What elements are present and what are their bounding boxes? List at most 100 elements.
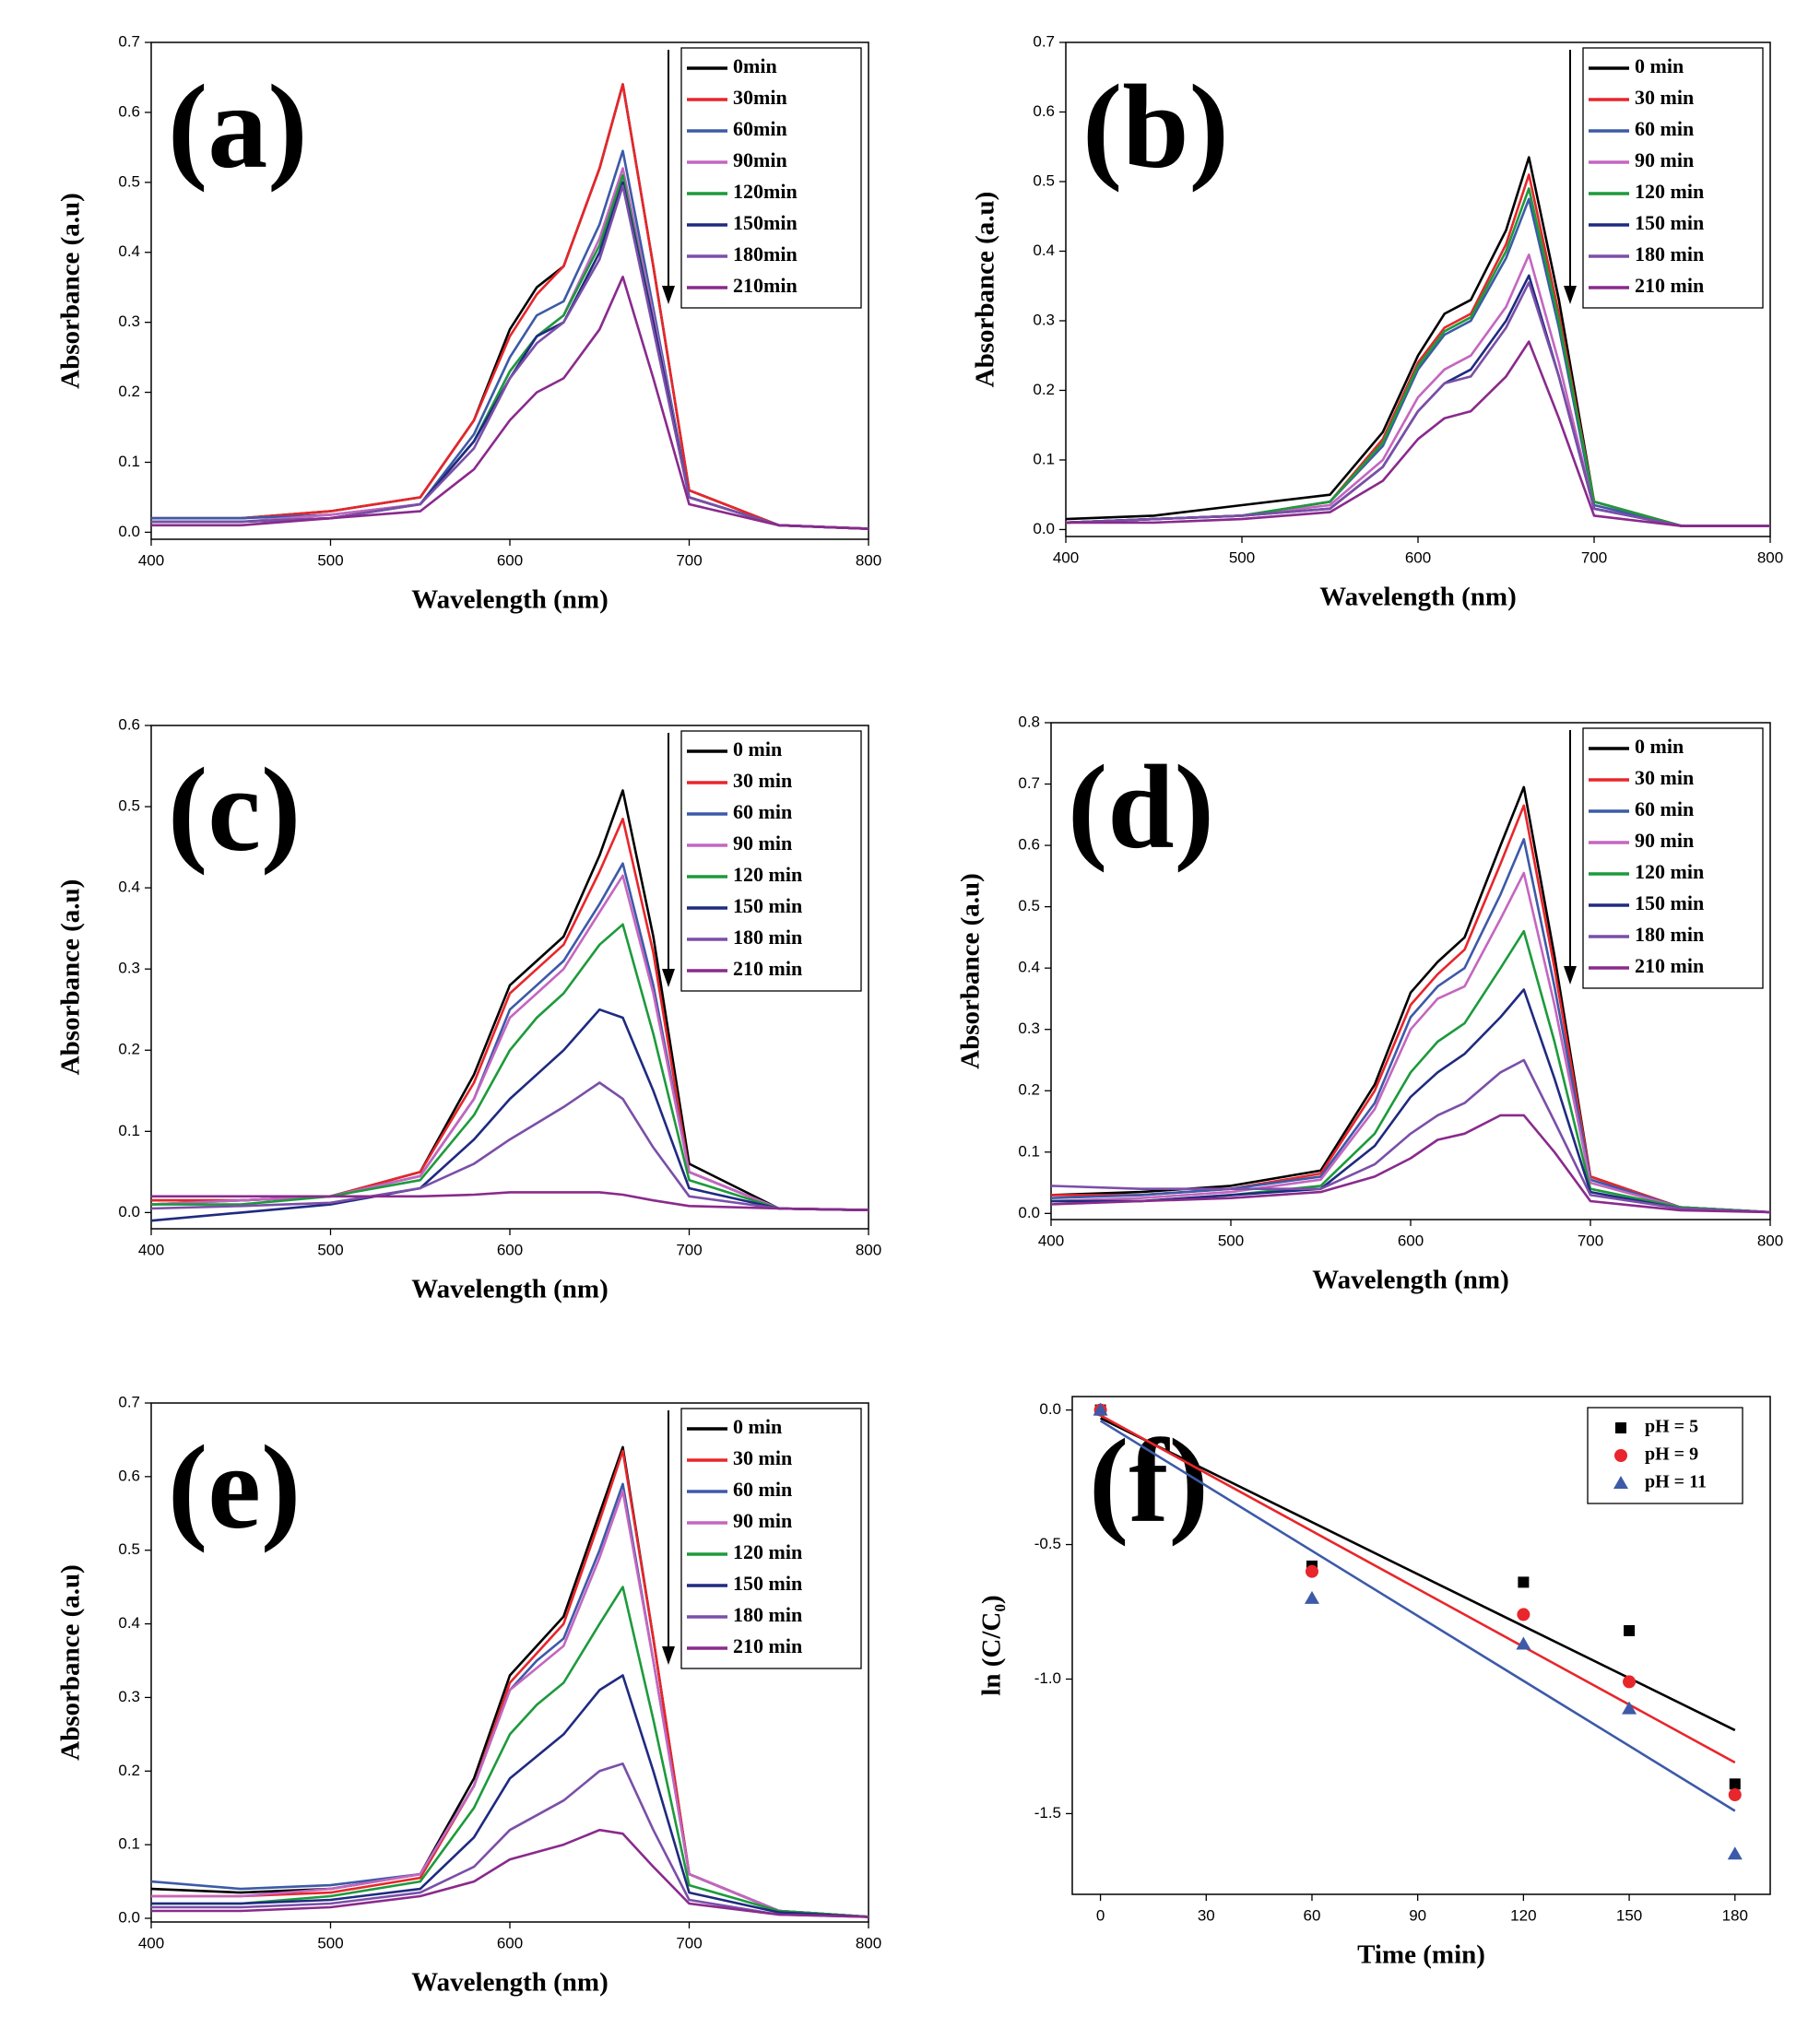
point bbox=[1613, 1476, 1628, 1489]
x-tick-label: 800 bbox=[856, 551, 881, 569]
y-tick-label: 0.6 bbox=[118, 102, 140, 120]
legend-box bbox=[1587, 1407, 1743, 1504]
legend-label: 0 min bbox=[733, 1415, 782, 1438]
y-tick-label: 0.7 bbox=[1018, 774, 1040, 792]
legend-label: 0 min bbox=[1635, 735, 1684, 758]
y-axis-title: ln (C/C₀) bbox=[977, 1595, 1007, 1695]
point bbox=[1517, 1608, 1530, 1621]
y-tick-label: 0.0 bbox=[1018, 1204, 1040, 1221]
spectrum-line bbox=[151, 1191, 869, 1211]
x-axis-title: Time (min) bbox=[1357, 1940, 1485, 1970]
legend-label: pH = 5 bbox=[1645, 1417, 1698, 1437]
legend-label: pH = 9 bbox=[1645, 1444, 1698, 1465]
y-tick-label: 0.5 bbox=[118, 1540, 140, 1558]
legend-label: 60min bbox=[733, 117, 787, 140]
panel: 400 500 600 700 800 0.0 0.1 0.2 0.3 0.4 0.5 0.6 0.7 W… bbox=[56, 1393, 882, 1997]
y-tick-label: 0.0 bbox=[118, 523, 140, 540]
y-tick-label: 0.0 bbox=[118, 1908, 140, 1926]
point bbox=[1305, 1564, 1318, 1578]
y-tick-label: 0.1 bbox=[118, 1835, 140, 1853]
point bbox=[1624, 1624, 1636, 1636]
y-tick-label: 0.6 bbox=[1018, 836, 1040, 854]
y-tick-label: 0.4 bbox=[1018, 959, 1040, 976]
spectrum-line bbox=[151, 1490, 869, 1918]
point bbox=[1727, 1846, 1743, 1860]
legend-label: 180 min bbox=[733, 1603, 802, 1626]
x-tick-label: 500 bbox=[1218, 1232, 1244, 1249]
x-tick-label: 700 bbox=[676, 1241, 702, 1258]
y-tick-label: 0.1 bbox=[118, 453, 140, 470]
x-tick-label: 400 bbox=[1038, 1232, 1064, 1249]
x-tick-label: 800 bbox=[1757, 1232, 1783, 1249]
spectrum-line bbox=[1050, 1058, 1771, 1214]
legend-label: 150 min bbox=[1635, 211, 1704, 234]
y-tick-label: 0.5 bbox=[1018, 897, 1040, 914]
panel-label: (f) bbox=[1089, 1415, 1209, 1548]
point bbox=[1622, 1701, 1637, 1715]
legend-label: 180 min bbox=[1635, 242, 1704, 265]
legend-label: 120min bbox=[733, 180, 798, 203]
legend-label: 120 min bbox=[1635, 860, 1704, 883]
y-tick-label: 0.3 bbox=[1033, 311, 1055, 328]
y-tick-label: 0.3 bbox=[1018, 1020, 1040, 1037]
legend-label: 90 min bbox=[1635, 829, 1694, 852]
spectrum-line bbox=[151, 83, 869, 530]
y-tick-label: 0.2 bbox=[1033, 381, 1055, 398]
x-tick-label: 150 bbox=[1616, 1906, 1642, 1924]
legend-label: 30 min bbox=[733, 769, 792, 792]
spectrum-line bbox=[150, 1081, 869, 1211]
trend-arrow-head bbox=[662, 969, 675, 987]
x-tick-label: 500 bbox=[317, 1934, 343, 1951]
point bbox=[1615, 1422, 1626, 1433]
panel-label: (e) bbox=[168, 1421, 301, 1554]
y-tick-label: 0.1 bbox=[1018, 1142, 1040, 1160]
legend-label: 90 min bbox=[733, 831, 792, 855]
y-tick-label: 0.6 bbox=[118, 1467, 140, 1484]
y-axis-title: Absorbance (a.u) bbox=[56, 879, 86, 1076]
panel-label: (c) bbox=[168, 744, 301, 877]
legend-label: pH = 11 bbox=[1645, 1472, 1707, 1492]
x-tick-label: 90 bbox=[1409, 1906, 1426, 1924]
x-tick-label: 500 bbox=[317, 1241, 343, 1258]
x-axis-title: Wavelength (nm) bbox=[411, 1275, 608, 1304]
y-tick-label: -1.5 bbox=[1034, 1804, 1061, 1822]
legend-label: 210 min bbox=[1635, 954, 1704, 977]
legend-label: 60 min bbox=[733, 800, 792, 823]
legend-label: 30 min bbox=[1635, 766, 1694, 789]
legend-label: 180min bbox=[733, 242, 798, 265]
spectrum-line bbox=[1051, 988, 1771, 1214]
x-axis-title: Wavelength (nm) bbox=[411, 1968, 608, 1998]
y-tick-label: 0.1 bbox=[118, 1122, 140, 1139]
legend-label: 120 min bbox=[733, 863, 802, 886]
y-tick-label: 0.7 bbox=[118, 32, 140, 50]
legend-label: 90 min bbox=[1635, 148, 1694, 171]
y-axis-title: Absorbance (a.u) bbox=[956, 873, 986, 1069]
y-tick-label: 0.4 bbox=[118, 878, 140, 896]
x-tick-label: 600 bbox=[497, 551, 523, 569]
y-tick-label: 0.0 bbox=[118, 1203, 140, 1220]
spectrum-line bbox=[151, 1586, 869, 1918]
legend-box bbox=[680, 1408, 862, 1669]
y-tick-label: 0.2 bbox=[1018, 1081, 1040, 1099]
x-tick-label: 500 bbox=[1229, 548, 1255, 566]
trend-arrow-head bbox=[1564, 286, 1577, 304]
y-tick-label: -1.0 bbox=[1034, 1669, 1061, 1687]
plot-frame bbox=[1071, 1396, 1771, 1895]
legend-label: 30min bbox=[733, 86, 787, 109]
y-tick-label: 0.0 bbox=[1039, 1400, 1061, 1418]
legend-label: 150 min bbox=[733, 1572, 802, 1595]
spectrum-line bbox=[150, 1008, 869, 1222]
y-axis-title: Absorbance (a.u) bbox=[56, 193, 86, 389]
legend-label: 180 min bbox=[1635, 923, 1704, 946]
legend-label: 120 min bbox=[1635, 180, 1704, 203]
point bbox=[1729, 1778, 1741, 1790]
y-tick-label: 0.1 bbox=[1033, 450, 1055, 467]
x-tick-label: 120 bbox=[1510, 1906, 1536, 1924]
y-tick-label: 0.7 bbox=[118, 1393, 140, 1410]
legend-box bbox=[1582, 727, 1764, 989]
y-tick-label: 0.2 bbox=[118, 1762, 140, 1779]
legend-label: 150 min bbox=[1635, 891, 1704, 914]
x-tick-label: 60 bbox=[1304, 1906, 1321, 1924]
y-tick-label: 0.5 bbox=[118, 172, 140, 190]
